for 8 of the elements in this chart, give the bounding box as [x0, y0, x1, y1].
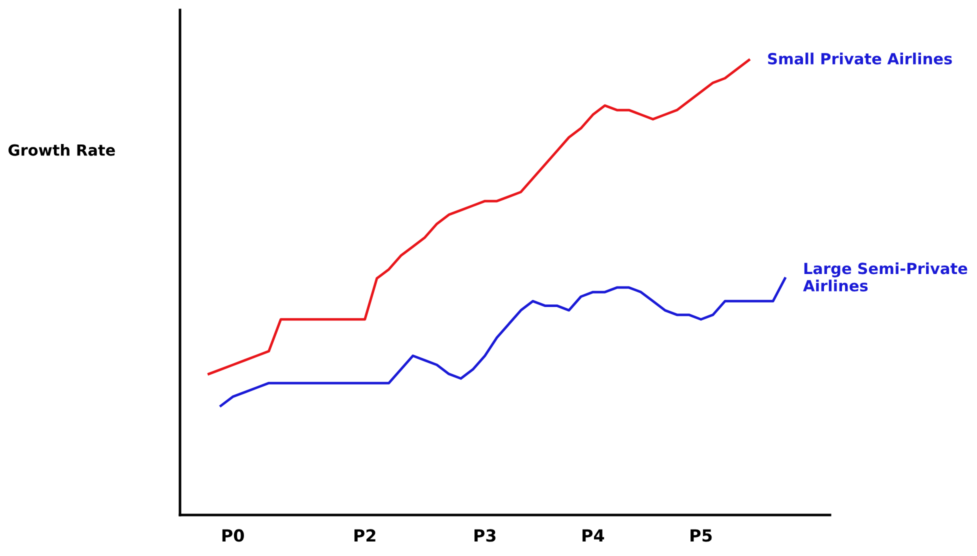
x-tick-label: P5	[690, 529, 712, 542]
series-label: Small Private Airlines	[768, 52, 952, 64]
text: Growth Rate	[8, 144, 115, 156]
x-tick-label: P0	[222, 529, 244, 542]
x-tick-label: P3	[474, 529, 496, 542]
x-tick-label: P2	[354, 529, 376, 542]
x-tick-label: P4	[582, 529, 604, 542]
series-label: Large Semi-Private Airlines	[803, 262, 968, 292]
